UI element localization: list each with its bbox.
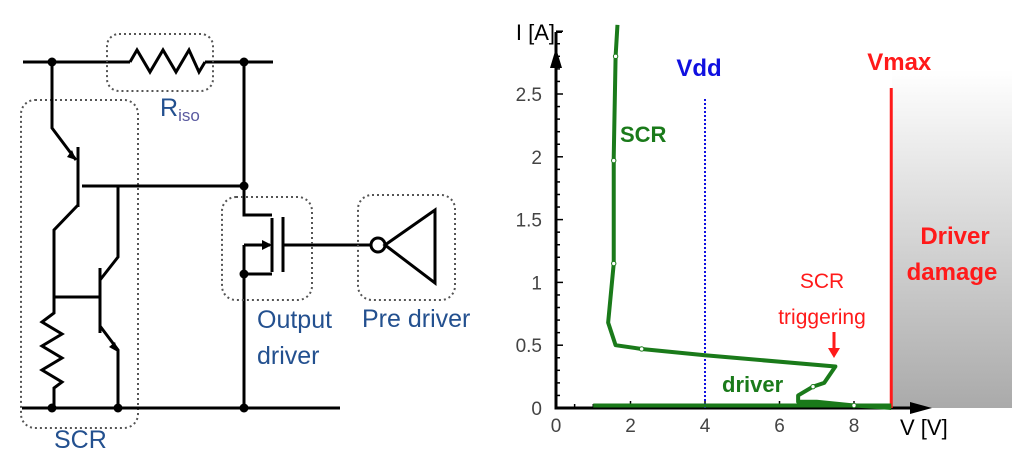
- x-tick-label: 2: [625, 416, 636, 437]
- y-axis-arrow-icon: [550, 48, 562, 68]
- series-line: [606, 24, 892, 410]
- data-point: [810, 383, 816, 390]
- x-axis-label: V [V]: [900, 415, 948, 440]
- junction-dots: [47, 57, 249, 413]
- axes: 0 2 4 6 8 0 0.5 1 1.5 2 2.5: [516, 30, 932, 437]
- data-point: [611, 260, 617, 267]
- y-tick-label: 2: [531, 148, 542, 169]
- damage-label-1: Driver: [920, 223, 989, 250]
- scr-box: [20, 99, 139, 429]
- x-tick-label: 4: [700, 416, 711, 437]
- data-point: [611, 157, 617, 164]
- riso-label: Riso: [160, 94, 200, 125]
- driver-curve-label: driver: [722, 372, 784, 397]
- vline-label-vdd: Vdd: [676, 55, 721, 82]
- axis-lines: [554, 32, 925, 410]
- series: [593, 24, 892, 410]
- scr-label: SCR: [54, 426, 107, 454]
- trigger-label-2: triggering: [778, 306, 866, 329]
- iv-chart: Driver damage 0 2 4 6 800.511.522.5 Vdd Vmax …: [516, 20, 1012, 440]
- damage-region: [892, 70, 1012, 408]
- y-tick-label: 0.5: [516, 336, 542, 357]
- y-tick-label: 1: [531, 273, 542, 294]
- trigger-label-1: SCR: [800, 270, 844, 293]
- pre-driver-label: Pre driver: [362, 305, 470, 333]
- npn-arrow-icon: [109, 342, 118, 352]
- x-tick-label: 0: [551, 416, 562, 437]
- riso-box: [106, 33, 214, 92]
- output-driver-label-2: driver: [257, 342, 320, 370]
- output-vertical: [242, 62, 272, 408]
- mosfet: [270, 217, 370, 272]
- data-point: [638, 346, 645, 352]
- y-tick-label: 1.5: [516, 211, 542, 232]
- circuit-schematic: Riso Output driver Pre driver SCR: [20, 33, 470, 454]
- y-tick-label: 2.5: [516, 85, 542, 106]
- output-driver-box: [221, 196, 313, 301]
- data-point: [851, 402, 857, 409]
- trigger-arrowhead-icon: [828, 348, 840, 358]
- output-driver-label-1: Output: [257, 306, 332, 334]
- x-axis-arrow-icon: [910, 402, 932, 414]
- damage-label-2: damage: [907, 259, 998, 286]
- shunt-resistor: [39, 297, 65, 408]
- y-tick-label: 0: [531, 399, 542, 420]
- x-tick-label: 6: [774, 416, 785, 437]
- scr-curve-label: SCR: [620, 122, 667, 147]
- mosfet-arrow-icon: [262, 240, 272, 250]
- riso-resistor: [128, 46, 207, 76]
- y-axis-label: I [A]: [516, 20, 555, 45]
- inverter-triangle: [382, 207, 437, 287]
- npn-transistor: [98, 186, 120, 408]
- vline-label-vmax: Vmax: [867, 49, 932, 76]
- pnp-arrow-icon: [67, 150, 76, 160]
- data-point: [612, 53, 619, 60]
- pnp-transistor: [50, 62, 100, 299]
- x-tick-label: 8: [849, 416, 860, 437]
